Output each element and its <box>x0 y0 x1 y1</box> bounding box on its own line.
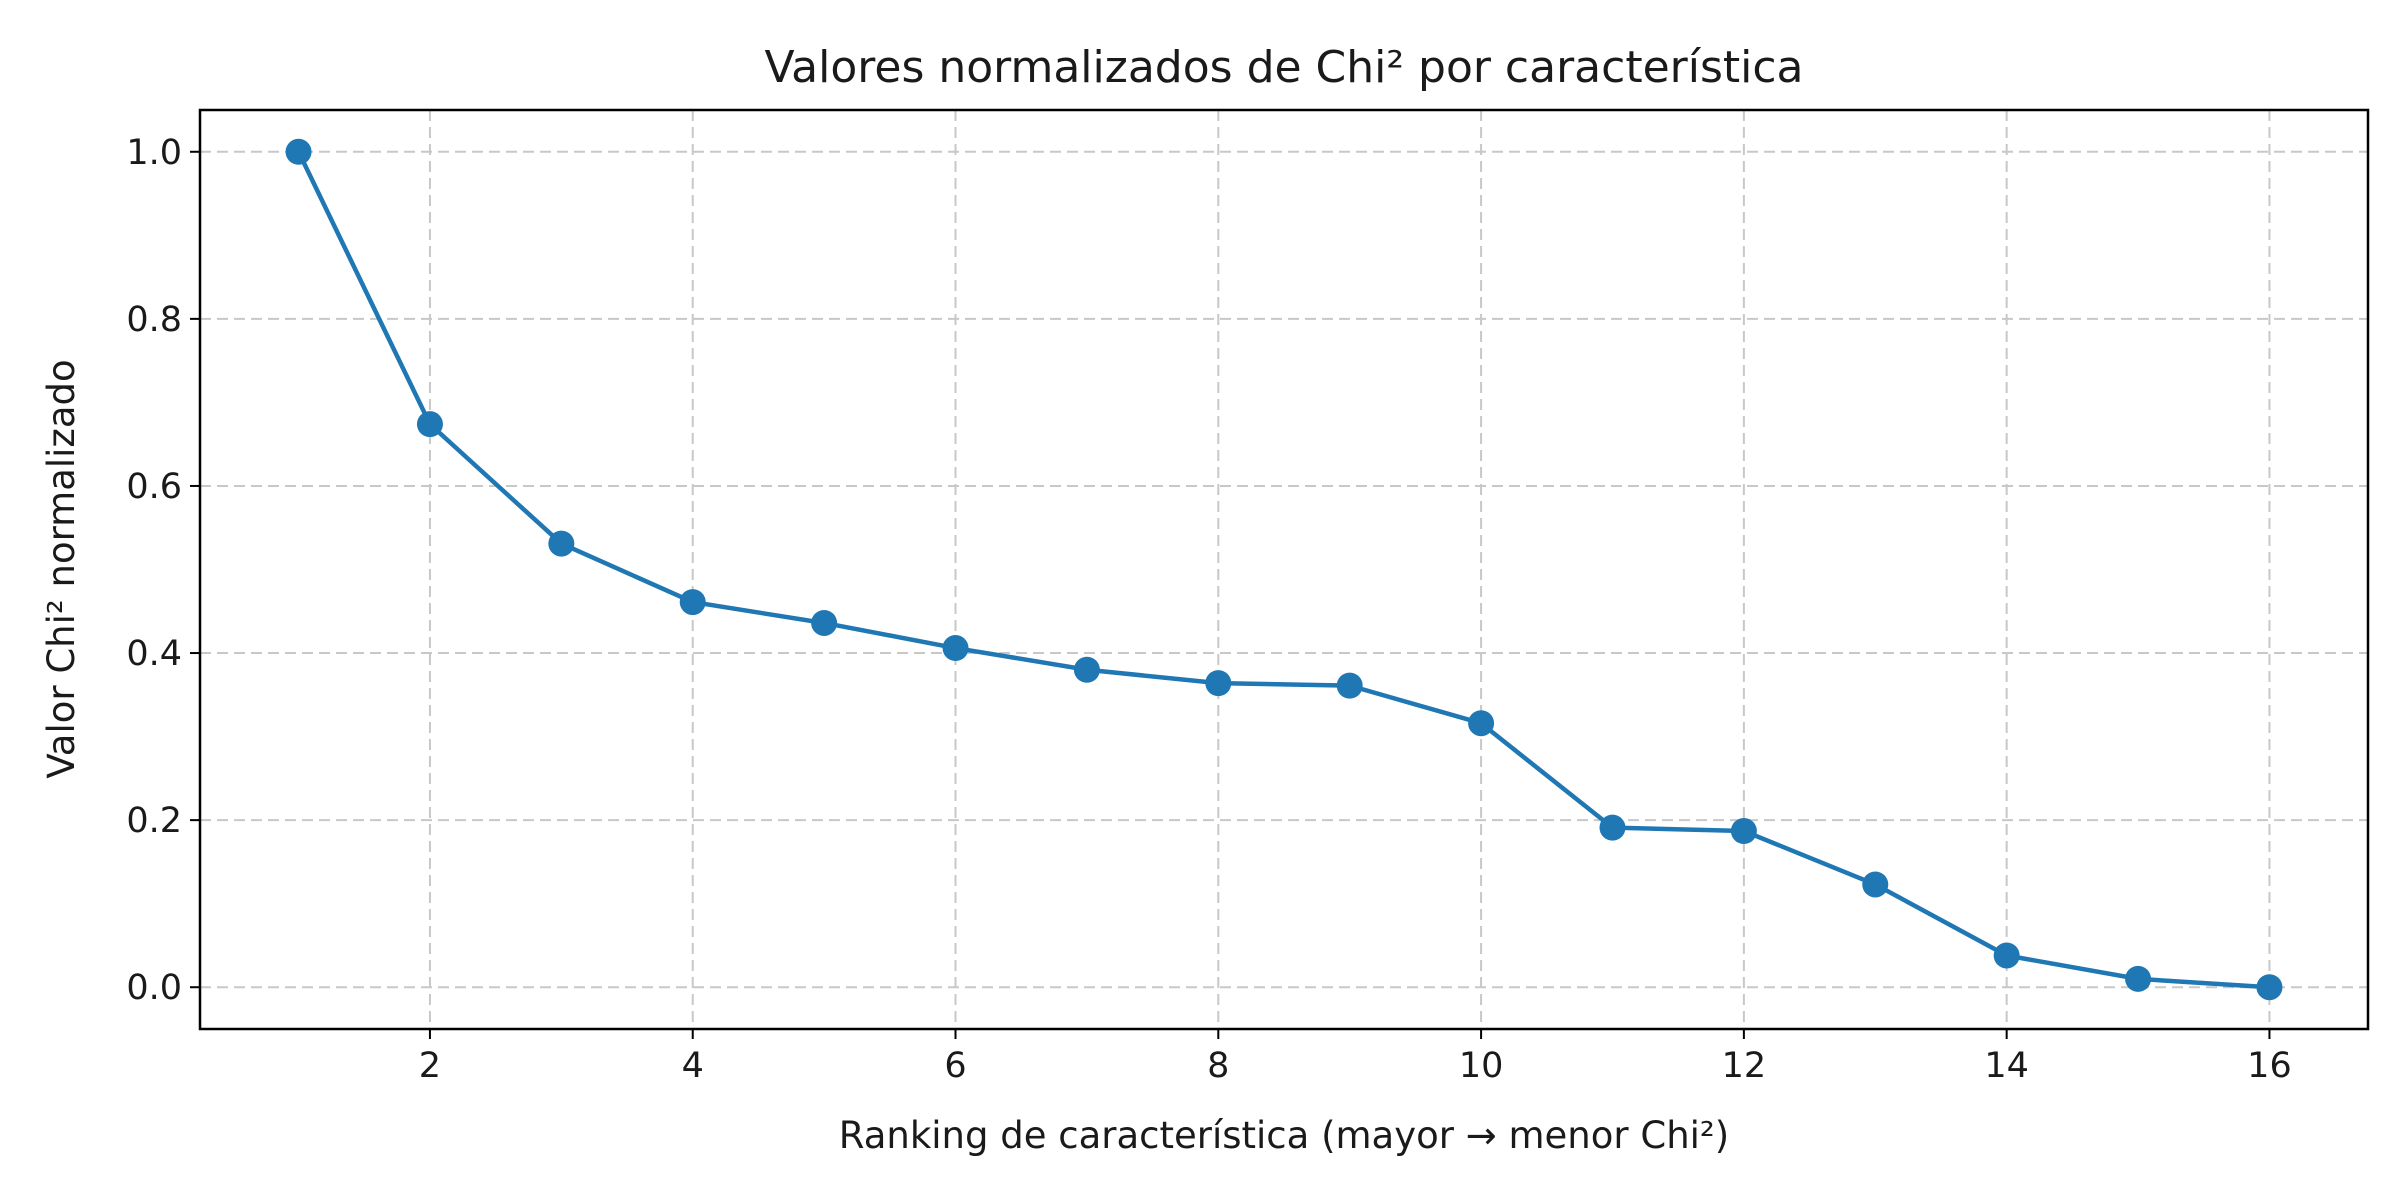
data-point <box>1862 871 1889 898</box>
data-point <box>1468 710 1495 737</box>
plot-frame <box>198 108 2370 1031</box>
y-tick-label: 1.0 <box>126 133 182 173</box>
x-tick-label: 12 <box>1722 1046 1767 1086</box>
data-point <box>1205 670 1232 697</box>
data-point <box>2256 974 2283 1001</box>
series-layer <box>285 138 2283 1001</box>
x-axis-label: Ranking de característica (mayor → menor… <box>839 1114 1729 1157</box>
x-tick-label: 2 <box>419 1046 441 1086</box>
x-tick-label: 14 <box>1984 1046 2029 1086</box>
y-tick-label: 0.6 <box>126 467 182 507</box>
data-point <box>1993 942 2020 969</box>
chart-title: Valores normalizados de Chi² por caracte… <box>764 42 1803 93</box>
y-tick-label: 0.0 <box>126 968 182 1008</box>
data-point <box>416 411 443 438</box>
data-point <box>942 635 969 662</box>
x-tick-label: 6 <box>944 1046 966 1086</box>
data-point <box>1336 672 1363 699</box>
data-point <box>1730 817 1757 844</box>
data-point <box>811 609 838 636</box>
y-tick-label: 0.4 <box>126 634 182 674</box>
x-tick-label: 16 <box>2247 1046 2292 1086</box>
y-tick-label: 0.2 <box>126 801 182 841</box>
y-tick-label: 0.8 <box>126 300 182 340</box>
series-line <box>296 149 2272 990</box>
data-point <box>285 138 312 165</box>
data-point <box>2125 965 2152 992</box>
x-tick-label: 8 <box>1207 1046 1229 1086</box>
y-axis-label: Valor Chi² normalizado <box>40 359 83 778</box>
data-point <box>1599 814 1626 841</box>
x-tick-label: 4 <box>682 1046 704 1086</box>
data-point <box>1073 656 1100 683</box>
data-point <box>679 589 706 616</box>
grid <box>200 110 2368 1029</box>
axis-ticks: 2 4 6 8 10 12 14 16 0.0 0.2 0.4 0.6 0.8 1.0 <box>126 133 2291 1086</box>
data-point <box>548 530 575 557</box>
x-tick-label: 10 <box>1459 1046 1504 1086</box>
